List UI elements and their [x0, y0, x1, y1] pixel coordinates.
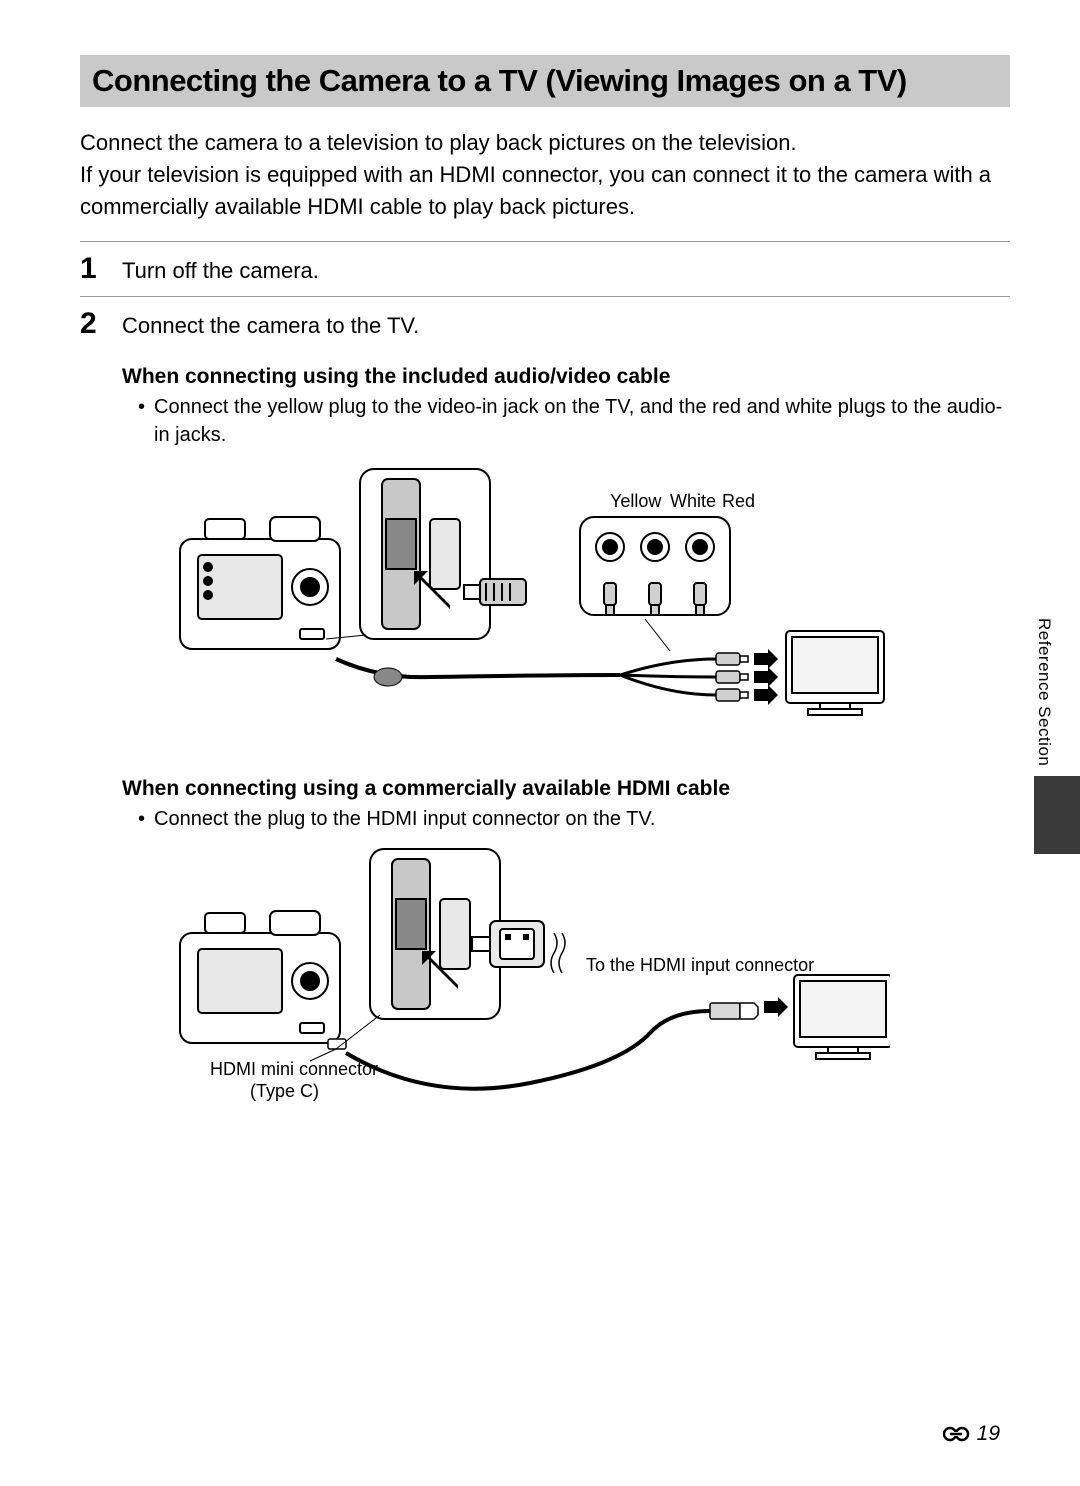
page-ref-icon: [943, 1424, 973, 1444]
hdmi-heading: When connecting using a commercially ava…: [122, 777, 1010, 801]
manual-page: Connecting the Camera to a TV (Viewing I…: [0, 0, 1080, 1486]
step-2: 2 Connect the camera to the TV.: [80, 297, 1010, 351]
side-section-label: Reference Section: [1034, 618, 1068, 766]
av-bullet: • Connect the yellow plug to the video-i…: [138, 393, 1010, 449]
side-thumb-block: [1034, 776, 1080, 854]
av-diagram: VIDEO AUDIO L AUDIO R Yellow White Red: [150, 459, 890, 759]
jack-audior-label: AUDIO R: [683, 568, 717, 577]
steps-list: 1 Turn off the camera. 2 Connect the cam…: [80, 241, 1010, 351]
intro-block: Connect the camera to a television to pl…: [80, 127, 1010, 223]
intro-paragraph-1: Connect the camera to a television to pl…: [80, 127, 1010, 159]
page-footer: 19: [943, 1422, 1000, 1446]
page-title-bar: Connecting the Camera to a TV (Viewing I…: [80, 55, 1010, 107]
hdmi-diagram: To the HDMI input connector HDMI mini co…: [150, 843, 890, 1113]
label-red: Red: [722, 491, 755, 511]
label-hdmi-mini-1: HDMI mini connector: [210, 1059, 378, 1079]
page-title: Connecting the Camera to a TV (Viewing I…: [92, 63, 998, 99]
step-1-number: 1: [80, 252, 122, 284]
label-hdmi-mini-2: (Type C): [250, 1081, 319, 1101]
step-2-number: 2: [80, 307, 122, 339]
label-white: White: [670, 491, 716, 511]
step-1-title: Turn off the camera.: [122, 252, 1010, 284]
jack-audiol-label: AUDIO L: [639, 568, 672, 577]
side-tab: Reference Section: [1034, 618, 1080, 854]
hdmi-bullet-text: Connect the plug to the HDMI input conne…: [154, 805, 655, 833]
jack-video-label: VIDEO: [598, 568, 623, 577]
hdmi-bullet: • Connect the plug to the HDMI input con…: [138, 805, 1010, 833]
label-to-hdmi: To the HDMI input connector: [586, 955, 814, 975]
step-1: 1 Turn off the camera.: [80, 242, 1010, 297]
av-diagram-svg: VIDEO AUDIO L AUDIO R Yellow White Red: [150, 459, 890, 759]
av-bullet-text: Connect the yellow plug to the video-in …: [154, 393, 1010, 449]
av-heading: When connecting using the included audio…: [122, 365, 1010, 389]
bullet-dot-icon: •: [138, 393, 154, 449]
step-2-title: Connect the camera to the TV.: [122, 307, 1010, 339]
bullet-dot-icon: •: [138, 805, 154, 833]
intro-paragraph-2: If your television is equipped with an H…: [80, 159, 1010, 223]
hdmi-diagram-svg: To the HDMI input connector HDMI mini co…: [150, 843, 890, 1113]
page-number: 19: [977, 1422, 1000, 1446]
label-yellow: Yellow: [610, 491, 662, 511]
